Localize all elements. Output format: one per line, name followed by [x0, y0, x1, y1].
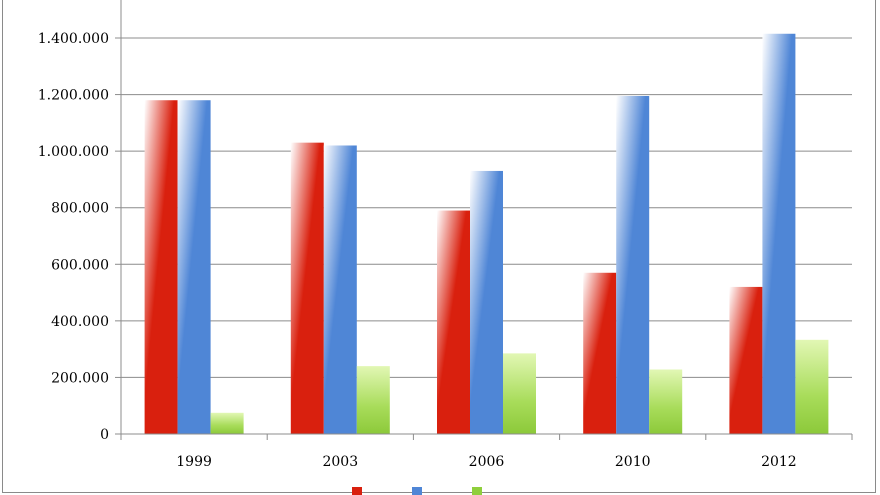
bar-2012-series-3: [795, 339, 829, 434]
y-tick-label: 200.000: [51, 370, 109, 386]
legend-swatch-1: [352, 487, 362, 495]
bar-2003-series-1: [290, 142, 324, 434]
x-tick-label: 2006: [469, 454, 505, 470]
x-tick-label: 2012: [761, 454, 797, 470]
bar-2010-series-1: [583, 272, 617, 434]
legend: [352, 487, 482, 495]
bar-1999-series-3: [210, 412, 244, 434]
x-axis-ticks: 1999 2003 2006 2010 2012: [176, 454, 796, 470]
x-tick-label: 1999: [176, 454, 212, 470]
bar-2010-series-2: [616, 95, 650, 434]
y-tick-label: 0: [100, 427, 109, 443]
bar-2010-series-3: [649, 369, 683, 434]
y-tick-label: 1.400.000: [38, 31, 109, 47]
bar-2006-series-2: [470, 170, 503, 434]
bar-1999-series-2: [177, 100, 211, 434]
y-tick-label: 800.000: [51, 201, 109, 217]
y-tick-label: 400.000: [51, 314, 109, 330]
y-tick-label: 600.000: [51, 257, 109, 273]
bar-2006-series-1: [437, 210, 470, 434]
axes: [115, 0, 853, 440]
bar-2012-series-1: [729, 286, 763, 434]
bar-2006-series-3: [503, 353, 536, 434]
legend-swatch-2: [412, 487, 422, 495]
y-axis-ticks: 0 200.000 400.000 600.000 800.000 1.000.000 1.…: [38, 31, 109, 443]
y-tick-label: 1.200.000: [38, 88, 109, 104]
x-tick-label: 2003: [322, 454, 358, 470]
bar-2003-series-2: [323, 145, 357, 434]
y-tick-label: 1.000.000: [38, 144, 109, 160]
x-tick-label: 2010: [615, 454, 651, 470]
bar-2012-series-2: [762, 33, 796, 434]
bar-2003-series-3: [356, 366, 390, 434]
legend-swatch-3: [472, 487, 482, 495]
bars: [144, 33, 829, 434]
bar-1999-series-1: [144, 100, 178, 434]
